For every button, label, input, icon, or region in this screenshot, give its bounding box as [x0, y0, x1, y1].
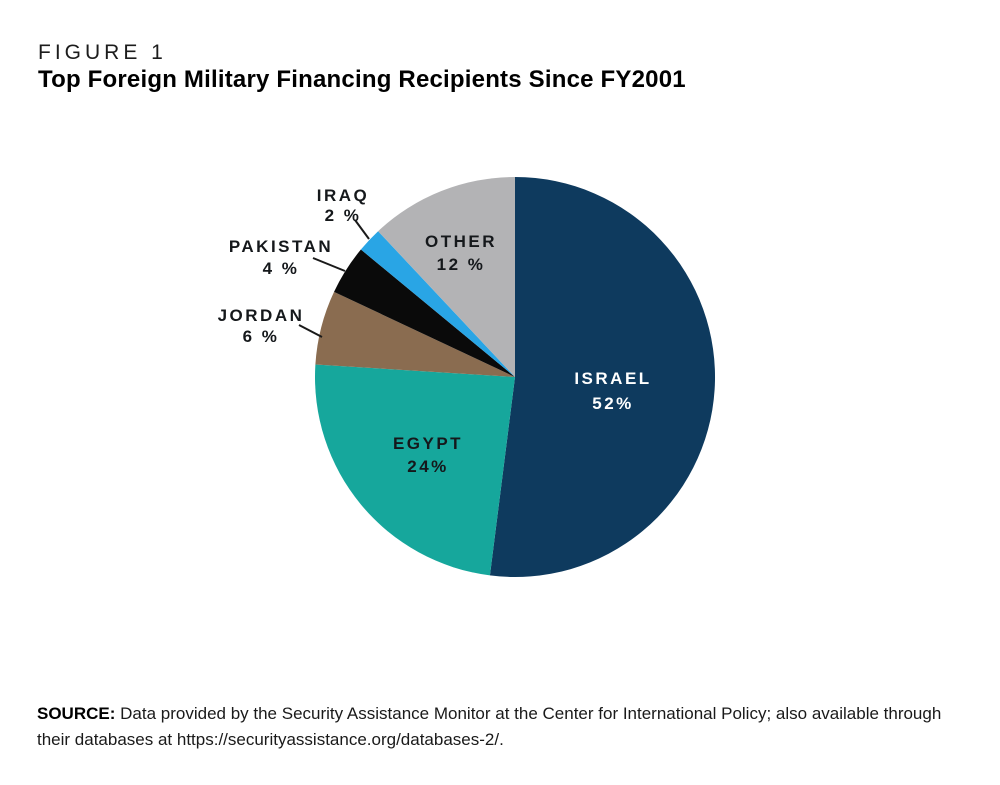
- pie-slice-other: [378, 177, 515, 377]
- figure-kicker: FIGURE 1: [38, 41, 167, 64]
- pie-label-egypt: EGYPT: [393, 434, 463, 453]
- leader-line-jordan: [298, 324, 323, 338]
- source-label: SOURCE:: [37, 704, 116, 723]
- pie-slice-israel: [489, 177, 716, 577]
- pie-label-iraq: IRAQ: [317, 186, 370, 205]
- pie-value-jordan: 6 %: [243, 327, 280, 346]
- pie-slice-jordan: [315, 291, 515, 377]
- pie-label-israel: ISRAEL: [574, 369, 651, 388]
- pie-slice-iraq: [360, 231, 515, 377]
- pie-slice-egypt: [314, 364, 515, 576]
- pie-label-jordan: JORDAN: [218, 306, 305, 325]
- leader-line-iraq: [354, 219, 370, 240]
- figure-title: Top Foreign Military Financing Recipient…: [38, 66, 686, 93]
- pie-value-pakistan: 4 %: [263, 259, 300, 278]
- source-note: SOURCE: Data provided by the Security As…: [37, 701, 942, 753]
- pie-slice-pakistan: [334, 249, 515, 377]
- pie-label-pakistan: PAKISTAN: [229, 237, 333, 256]
- leader-line-pakistan: [312, 257, 346, 272]
- source-text: Data provided by the Security Assistance…: [37, 704, 942, 749]
- pie-value-israel: 52%: [592, 394, 634, 413]
- pie-label-other: OTHER: [425, 232, 497, 251]
- pie-value-iraq: 2 %: [325, 206, 362, 225]
- pie-value-egypt: 24%: [407, 457, 449, 476]
- pie-value-other: 12 %: [437, 255, 486, 274]
